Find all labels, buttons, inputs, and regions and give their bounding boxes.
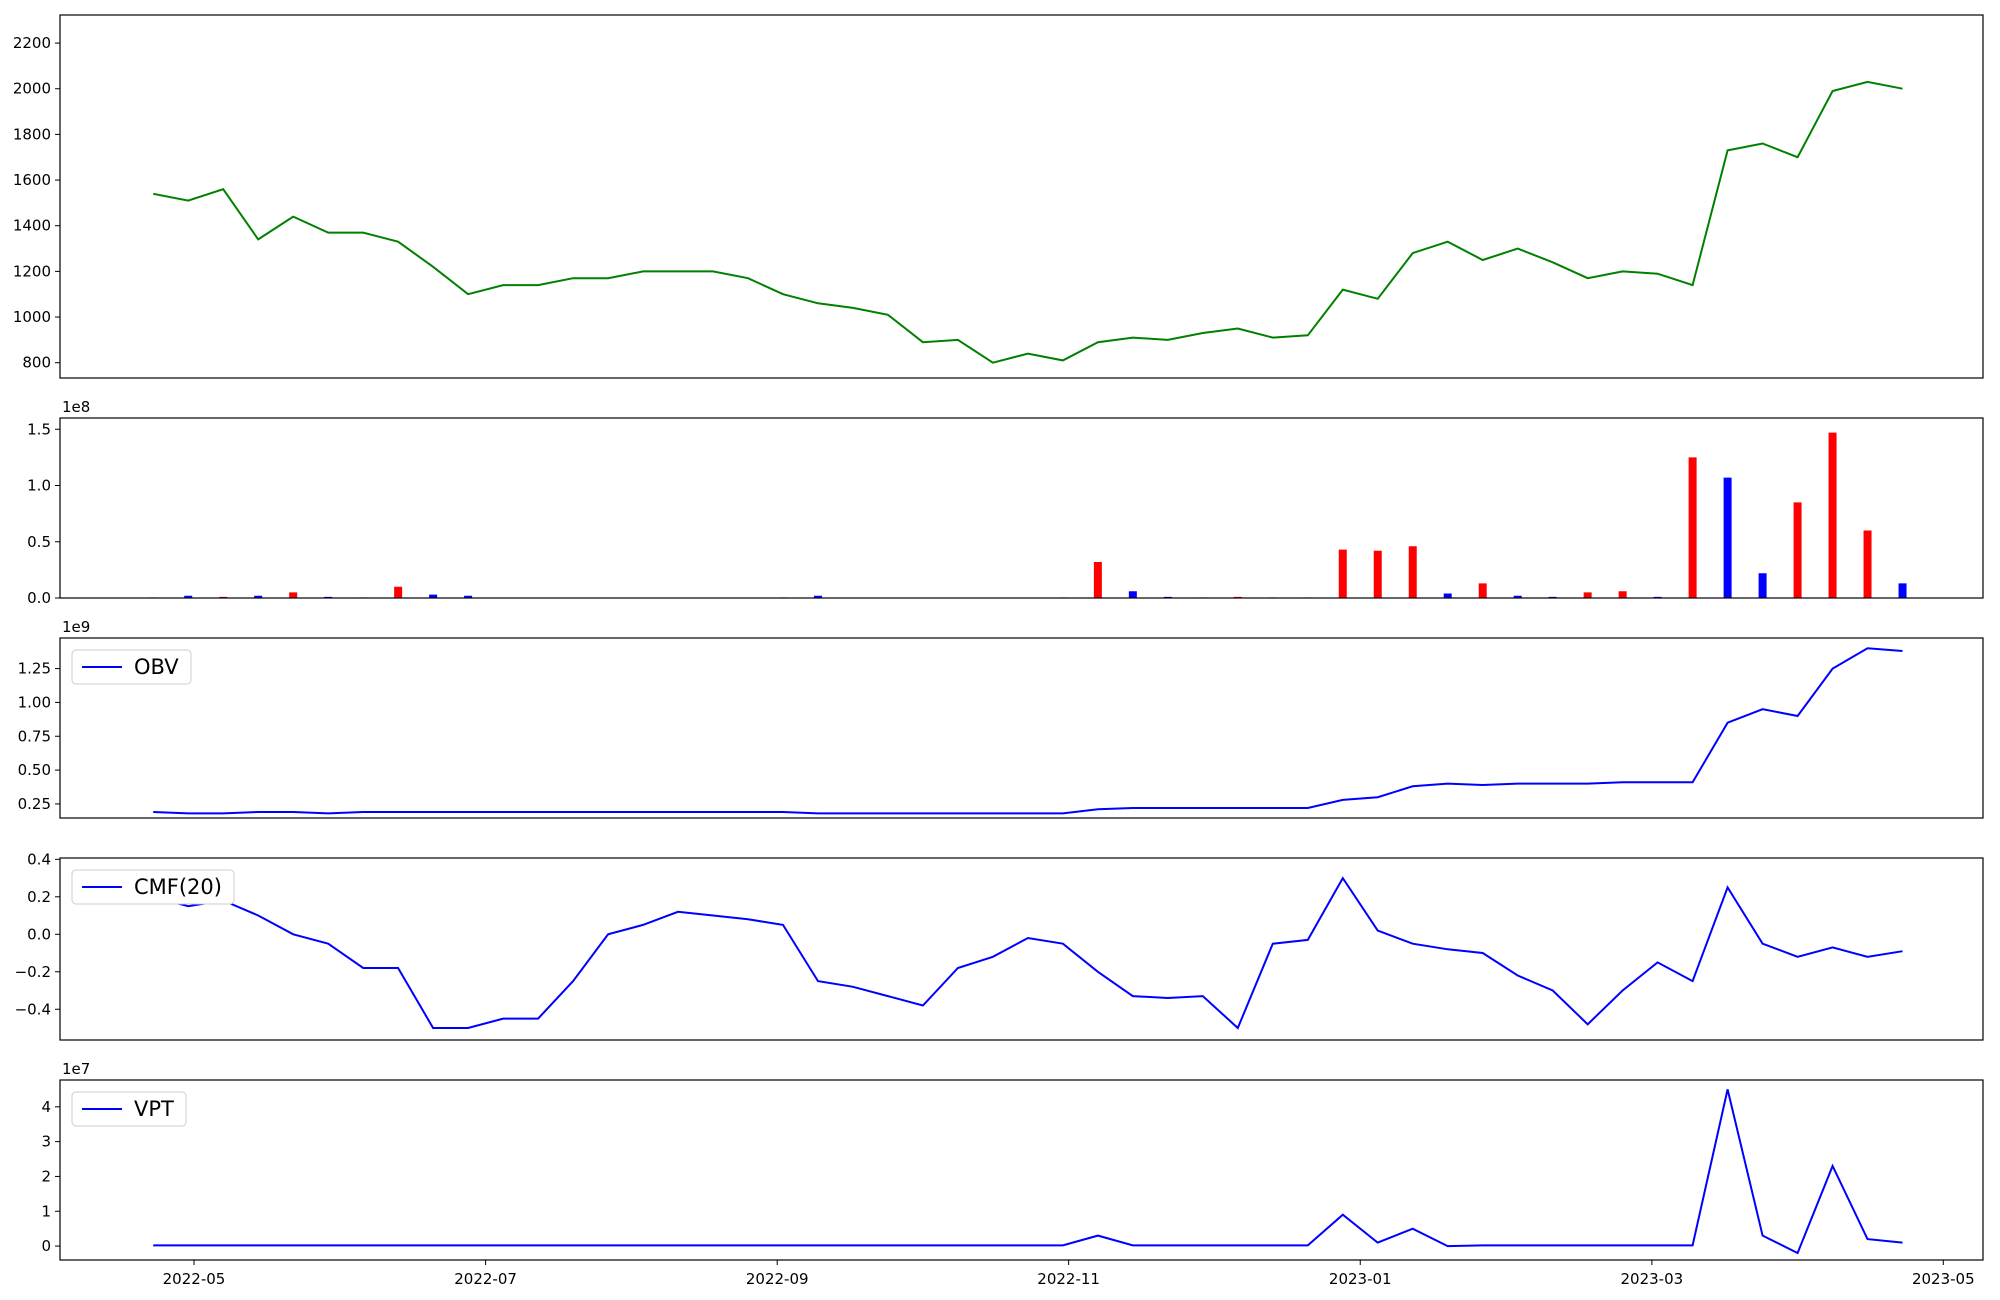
legend-box <box>71 869 235 905</box>
y-tick-label: 0.0 <box>27 589 51 607</box>
x-tick-label: 2022-05 <box>163 1270 226 1288</box>
bar <box>1828 432 1837 598</box>
y-tick-label: 2 <box>41 1167 51 1185</box>
bar <box>1408 546 1417 598</box>
bar <box>1618 591 1627 598</box>
bar <box>1478 583 1487 598</box>
y-tick-label: 0.75 <box>18 727 51 745</box>
y-tick-label: 1600 <box>13 171 51 189</box>
y-tick-label: 0.4 <box>27 850 51 868</box>
bar <box>254 595 263 598</box>
bar <box>1758 573 1767 598</box>
bar <box>184 595 193 598</box>
axes-frame <box>59 857 1984 1041</box>
y-tick-label: 0.2 <box>27 888 51 906</box>
axes-frame <box>59 1079 1984 1261</box>
axes-frame <box>59 417 1984 599</box>
y-tick-label: −0.2 <box>15 963 51 981</box>
axes-frame <box>59 637 1984 819</box>
offset-text: 1e7 <box>62 1060 90 1078</box>
line-series <box>153 80 1903 364</box>
bar <box>1373 550 1382 598</box>
bar <box>1128 591 1137 598</box>
y-tick-label: 0.50 <box>18 761 51 779</box>
bar <box>1338 549 1347 598</box>
y-tick-label: 800 <box>22 354 51 372</box>
line-series <box>153 647 1903 815</box>
x-tick-label: 2023-01 <box>1329 1270 1392 1288</box>
bar <box>394 586 403 598</box>
bar <box>1583 592 1592 598</box>
bar <box>464 595 473 598</box>
y-tick-label: 1 <box>41 1202 51 1220</box>
y-tick-label: 2200 <box>13 34 51 52</box>
line-series <box>152 876 1903 1030</box>
x-tick-label: 2023-03 <box>1621 1270 1684 1288</box>
y-tick-label: 1.00 <box>18 693 51 711</box>
bar <box>1863 530 1872 598</box>
legend-box <box>71 1091 187 1127</box>
bar <box>1093 562 1102 598</box>
y-tick-label: 1800 <box>13 125 51 143</box>
y-tick-label: 4 <box>41 1098 51 1116</box>
legend-box <box>71 649 192 685</box>
bar <box>1513 595 1522 598</box>
bar <box>1723 477 1732 598</box>
bar <box>1793 502 1802 598</box>
y-tick-label: 0.25 <box>18 795 51 813</box>
bar <box>289 592 298 598</box>
y-tick-label: 1.0 <box>27 477 51 495</box>
x-tick-label: 2023-05 <box>1912 1270 1975 1288</box>
y-tick-label: 1400 <box>13 217 51 235</box>
bar <box>1898 583 1907 598</box>
axes-frame <box>59 14 1984 379</box>
bar <box>1688 457 1697 598</box>
y-tick-label: −0.4 <box>15 1000 51 1018</box>
bar <box>813 595 822 598</box>
bar <box>429 594 438 598</box>
legend-label: VPT <box>134 1097 174 1121</box>
y-tick-label: 1200 <box>13 262 51 280</box>
x-tick-label: 2022-07 <box>454 1270 517 1288</box>
offset-text: 1e8 <box>62 398 90 416</box>
x-tick-label: 2022-11 <box>1037 1270 1100 1288</box>
y-tick-label: 3 <box>41 1133 51 1151</box>
y-tick-label: 1.25 <box>18 660 51 678</box>
y-tick-label: 2000 <box>13 80 51 98</box>
line-series <box>153 1089 1903 1255</box>
y-tick-label: 1.5 <box>27 420 51 438</box>
x-tick-label: 2022-09 <box>746 1270 809 1288</box>
y-tick-label: 0.5 <box>27 533 51 551</box>
legend-label: CMF(20) <box>134 875 222 899</box>
offset-text: 1e9 <box>62 618 90 636</box>
bar <box>1443 593 1452 598</box>
y-tick-label: 1000 <box>13 308 51 326</box>
y-tick-label: 0 <box>41 1237 51 1255</box>
y-tick-label: 0.0 <box>27 925 51 943</box>
legend-label: OBV <box>134 655 179 679</box>
